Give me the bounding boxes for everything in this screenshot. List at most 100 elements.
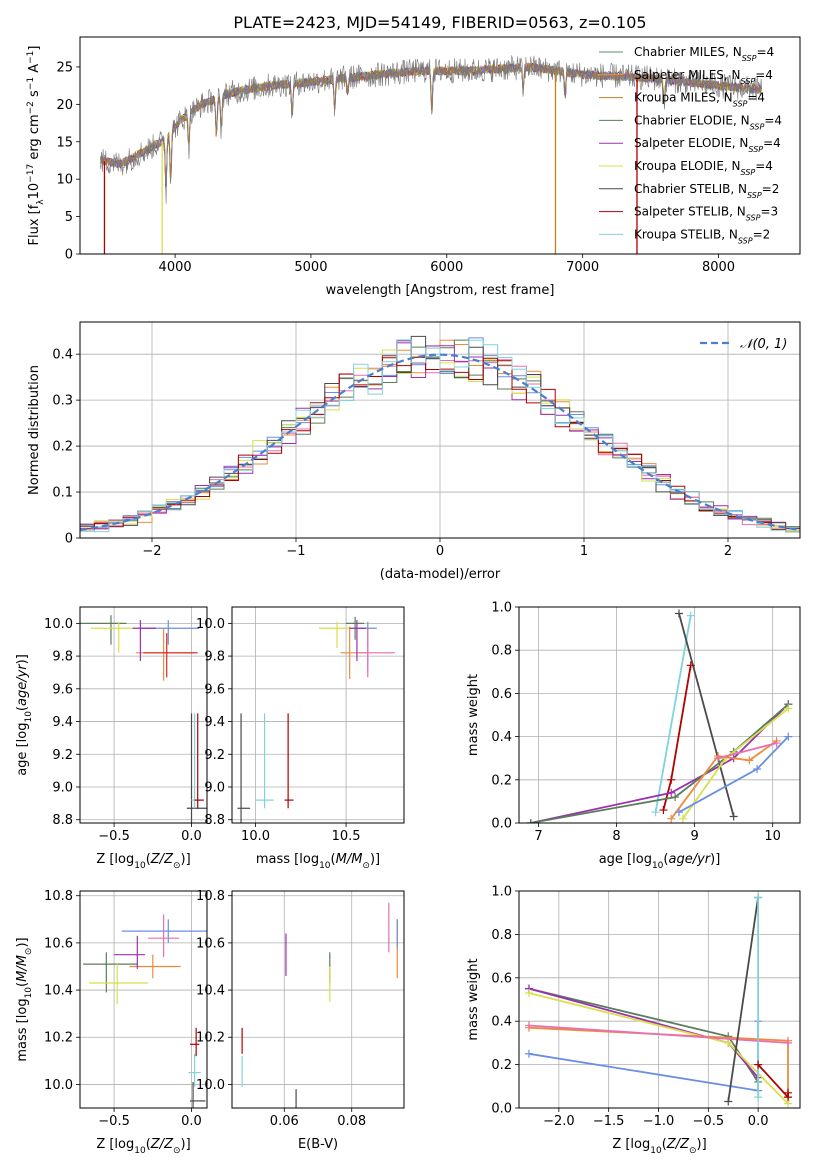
error-bar-point (114, 935, 146, 969)
x-tick-label: 2 (724, 544, 732, 559)
y-tick-label: 10.8 (196, 889, 225, 904)
y-tick-label: 5 (65, 210, 73, 225)
mass-weight-marker (772, 739, 781, 748)
mass-weight-line (670, 740, 778, 820)
y-tick-label: 0.4 (491, 730, 512, 745)
y-tick-label: 0 (65, 248, 73, 263)
x-tick-label: −2 (142, 544, 161, 559)
axes-frame (518, 890, 801, 1109)
x-tick-label: −0.5 (98, 829, 130, 844)
mass-weight-marker (754, 1093, 763, 1102)
legend-label: Kroupa ELODIE, NSSP=4 (634, 159, 773, 177)
y-tick-label: 9.0 (204, 781, 225, 796)
mass-weight-marker (667, 788, 676, 797)
x-axis-label: E(B-V) (298, 1137, 338, 1152)
y-tick-label: 10.0 (44, 617, 73, 632)
y-tick-label: 15 (56, 135, 73, 150)
y-tick-label: 9.6 (52, 682, 73, 697)
y-tick-label: 0.2 (52, 440, 73, 455)
legend-label: Salpeter STELIB, NSSP=3 (634, 205, 778, 223)
x-axis-label: mass [log10(M/M⊙)] (256, 852, 380, 871)
mass-weight-marker (686, 661, 695, 670)
mass-weight-marker (729, 812, 738, 821)
x-axis-label: Z [log10(Z/Z⊙)] (96, 1137, 190, 1156)
y-tick-label: 9.8 (204, 650, 225, 665)
error-bar-point (189, 1027, 200, 1057)
x-tick-label: 0.0 (181, 829, 202, 844)
x-tick-label: 0.0 (748, 1114, 769, 1129)
y-tick-label: 0.1 (52, 486, 73, 501)
axes-frame (79, 36, 801, 255)
y-tick-label: 10.6 (44, 936, 73, 951)
x-tick-label: 0.06 (270, 1114, 299, 1129)
error-bar-point (194, 713, 204, 809)
axes-weights-vs-age: 7 8 9 10 0.0 0.2 0.4 0.6 0.8 1.0 age [log10(age/yr… (466, 601, 801, 871)
mass-weight-line (528, 987, 759, 1083)
mass-weight-marker (784, 704, 793, 713)
error-bar-point (89, 964, 149, 1005)
y-tick-label: 1.0 (491, 601, 512, 616)
y-axis-label: Normed distribution (27, 365, 42, 495)
x-tick-label: 5000 (294, 260, 327, 275)
y-tick-label: 10.8 (44, 889, 73, 904)
x-tick-label: 10 (764, 829, 781, 844)
mass-weight-marker (678, 814, 687, 823)
figure-title: PLATE=2423, MJD=54149, FIBERID=0563, z=0… (233, 13, 646, 32)
x-tick-label: −2.0 (543, 1114, 575, 1129)
mass-weight-marker (784, 1038, 793, 1047)
y-tick-label: 0.6 (491, 971, 512, 986)
y-tick-label: 10.6 (196, 936, 225, 951)
legend-label: Chabrier MILES, NSSP=4 (634, 45, 774, 63)
y-tick-label: 8.8 (52, 813, 73, 828)
y-tick-label: 10.2 (44, 1031, 73, 1046)
error-bar-point (121, 919, 207, 943)
y-tick-label: 0.2 (491, 1058, 512, 1073)
mass-weight-line (528, 1024, 789, 1044)
mass-weight-marker (784, 732, 793, 741)
error-bar-point (349, 620, 366, 661)
axes-weights-vs-Z: −2.0 −1.5 −1.0 −0.5 0.0 0.0 0.2 0.4 0.6 0.8 1.0 Z [… (466, 885, 801, 1156)
y-tick-label: 9.8 (52, 650, 73, 665)
y-tick-label: 0 (65, 532, 73, 547)
x-tick-label: −1 (286, 544, 305, 559)
x-tick-label: 7000 (566, 260, 599, 275)
y-tick-label: 8.8 (204, 813, 225, 828)
error-bar-point (143, 633, 198, 678)
y-tick-label: 10.0 (196, 617, 225, 632)
legend-label: Kroupa MILES, NSSP=4 (634, 91, 765, 109)
y-tick-label: 0.2 (491, 773, 512, 788)
axes-frame (231, 890, 405, 1109)
mass-weight-line (727, 897, 759, 1102)
mass-weight-line (717, 742, 777, 760)
error-bar-point (140, 620, 200, 645)
y-tick-label: 0.4 (491, 1015, 512, 1030)
mass-weight-marker (724, 1038, 733, 1047)
y-tick-label: 10.4 (44, 984, 73, 999)
y-tick-label: 10.2 (196, 1031, 225, 1046)
y-tick-label: 9.4 (52, 715, 73, 730)
legend-label: Kroupa STELIB, NSSP=2 (634, 227, 770, 245)
axes-frame (79, 890, 208, 1109)
error-bar-point (255, 713, 274, 809)
mass-weight-marker (754, 1060, 763, 1069)
legend-label: Salpeter ELODIE, NSSP=4 (634, 136, 781, 154)
x-tick-label: 0.0 (181, 1114, 202, 1129)
y-axis-label: Flux [fλ10−17 erg cm−2 s−1 A−1] (26, 46, 46, 246)
mass-weight-marker (675, 808, 684, 817)
y-axis-label: age [log10(age/yr)] (15, 654, 34, 776)
error-bar-point (191, 713, 203, 809)
error-bar-point (80, 615, 127, 645)
mass-weight-marker (651, 808, 660, 817)
axes-frame (231, 606, 405, 824)
spectrum-data-line (100, 55, 762, 204)
y-tick-label: 9.6 (204, 682, 225, 697)
y-tick-label: 9.4 (204, 715, 225, 730)
mass-weight-marker (659, 806, 668, 815)
error-bar-point (129, 954, 181, 979)
error-bar-point (186, 713, 207, 823)
error-bar-point (135, 628, 195, 681)
y-tick-label: 0.0 (491, 1102, 512, 1117)
axes-spectrum: 4000 5000 6000 7000 8000 0 5 10 15 20 25 wavelength… (26, 36, 801, 298)
x-tick-label: 4000 (159, 260, 192, 275)
mass-weight-line (654, 615, 692, 813)
